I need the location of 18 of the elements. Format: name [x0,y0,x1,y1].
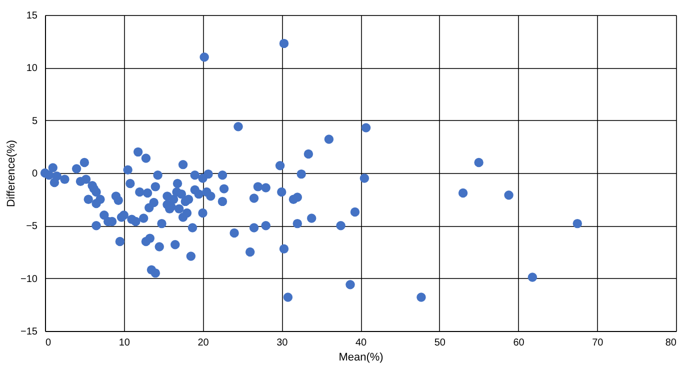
y-tick-label: 10 [26,63,38,74]
x-tick-label: 50 [434,338,446,348]
y-tick-label: −15 [20,326,38,338]
y-tick-label: 0 [32,168,38,180]
y-axis-title: Difference(%) [6,140,18,208]
x-tick-label: 70 [592,338,604,348]
x-tick-label: 80 [665,338,677,348]
x-tick-label: 60 [513,338,525,348]
y-tick-label: −5 [26,221,38,232]
x-tick-label: 10 [118,338,130,348]
x-tick-label: 0 [46,338,52,348]
x-axis-title: Mean(%) [338,352,384,364]
x-tick-label: 30 [276,338,288,348]
y-tick-label: 15 [26,10,38,22]
x-tick-label: 20 [198,338,210,348]
y-tick-label: 5 [32,116,38,127]
y-tick-label: −10 [20,274,38,285]
x-tick-label: 40 [355,338,367,348]
